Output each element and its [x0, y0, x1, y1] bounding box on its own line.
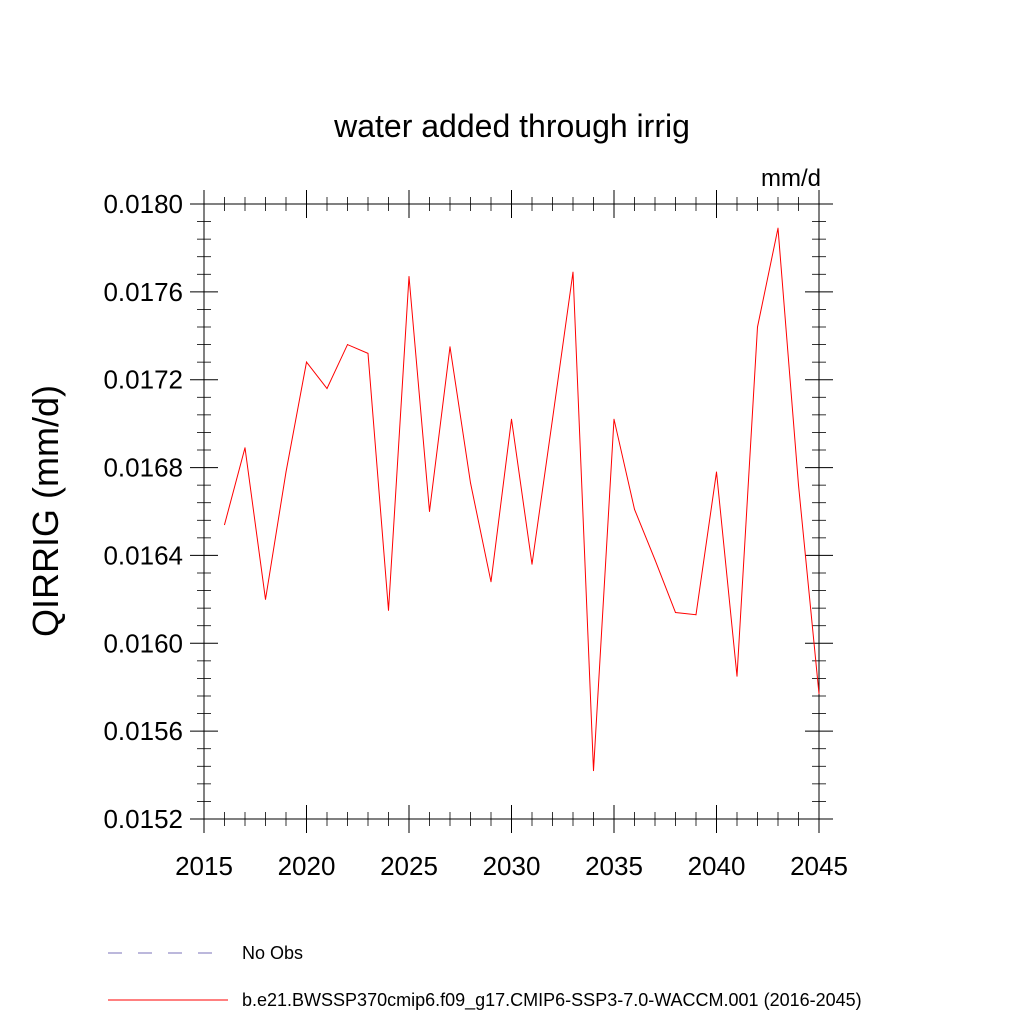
x-tick-label: 2030	[483, 851, 541, 881]
data-point	[306, 361, 307, 363]
axis-ticks: 0.0152 0.0156 0.0160 0.0164 0.0168 0.0172 0.01…	[103, 189, 847, 881]
data-point	[716, 471, 717, 473]
x-tick-label: 2040	[688, 851, 746, 881]
y-tick-label: 0.0168	[103, 453, 183, 483]
data-point	[818, 693, 820, 695]
data-point	[552, 418, 553, 420]
data-point	[490, 581, 492, 583]
legend-label-1: b.e21.BWSSP370cmip6.f09_g17.CMIP6-SSP3-7…	[242, 990, 862, 1011]
y-tick-label: 0.0164	[103, 540, 183, 570]
data-point	[367, 352, 369, 354]
data-point	[777, 227, 779, 229]
chart-title: water added through irrig	[333, 108, 690, 144]
data-point	[634, 508, 635, 510]
data-point	[326, 388, 328, 389]
y-tick-label: 0.0160	[103, 628, 183, 658]
data-point	[265, 598, 266, 600]
plot-frame	[203, 203, 820, 820]
x-tick-label: 2020	[278, 851, 336, 881]
data-point	[613, 418, 615, 420]
data-point	[695, 614, 697, 616]
x-tick-label: 2035	[585, 851, 643, 881]
x-tick-label: 2025	[380, 851, 438, 881]
data-point	[429, 511, 430, 512]
legend: No Obs b.e21.BWSSP370cmip6.f09_g17.CMIP6-…	[108, 943, 862, 1011]
data-point	[511, 418, 512, 420]
data-point	[798, 484, 799, 486]
series-line-0	[224, 228, 820, 771]
data-point	[408, 275, 410, 277]
data-point	[572, 271, 574, 273]
data-point	[736, 675, 738, 677]
data-point	[244, 447, 246, 449]
x-tick-label: 2015	[175, 851, 233, 881]
data-point	[449, 346, 451, 348]
y-tick-label: 0.0172	[103, 365, 183, 395]
y-tick-label: 0.0156	[103, 716, 183, 746]
units-label: mm/d	[761, 165, 821, 192]
y-axis-label: QIRRIG (mm/d)	[25, 385, 66, 637]
y-tick-label: 0.0180	[103, 189, 183, 219]
y-tick-label: 0.0176	[103, 277, 183, 307]
x-tick-label: 2045	[790, 851, 848, 881]
plot-area	[203, 203, 820, 820]
data-point	[388, 609, 389, 611]
y-tick-label: 0.0152	[103, 804, 183, 834]
data-point	[593, 770, 594, 772]
data-point	[347, 344, 348, 346]
data-point	[531, 563, 533, 565]
data-point	[224, 524, 225, 526]
data-point	[675, 612, 676, 614]
legend-label-0: No Obs	[242, 943, 303, 963]
data-point	[654, 559, 656, 561]
data-point	[757, 326, 758, 328]
data-point	[285, 471, 287, 473]
data-point	[470, 482, 471, 484]
